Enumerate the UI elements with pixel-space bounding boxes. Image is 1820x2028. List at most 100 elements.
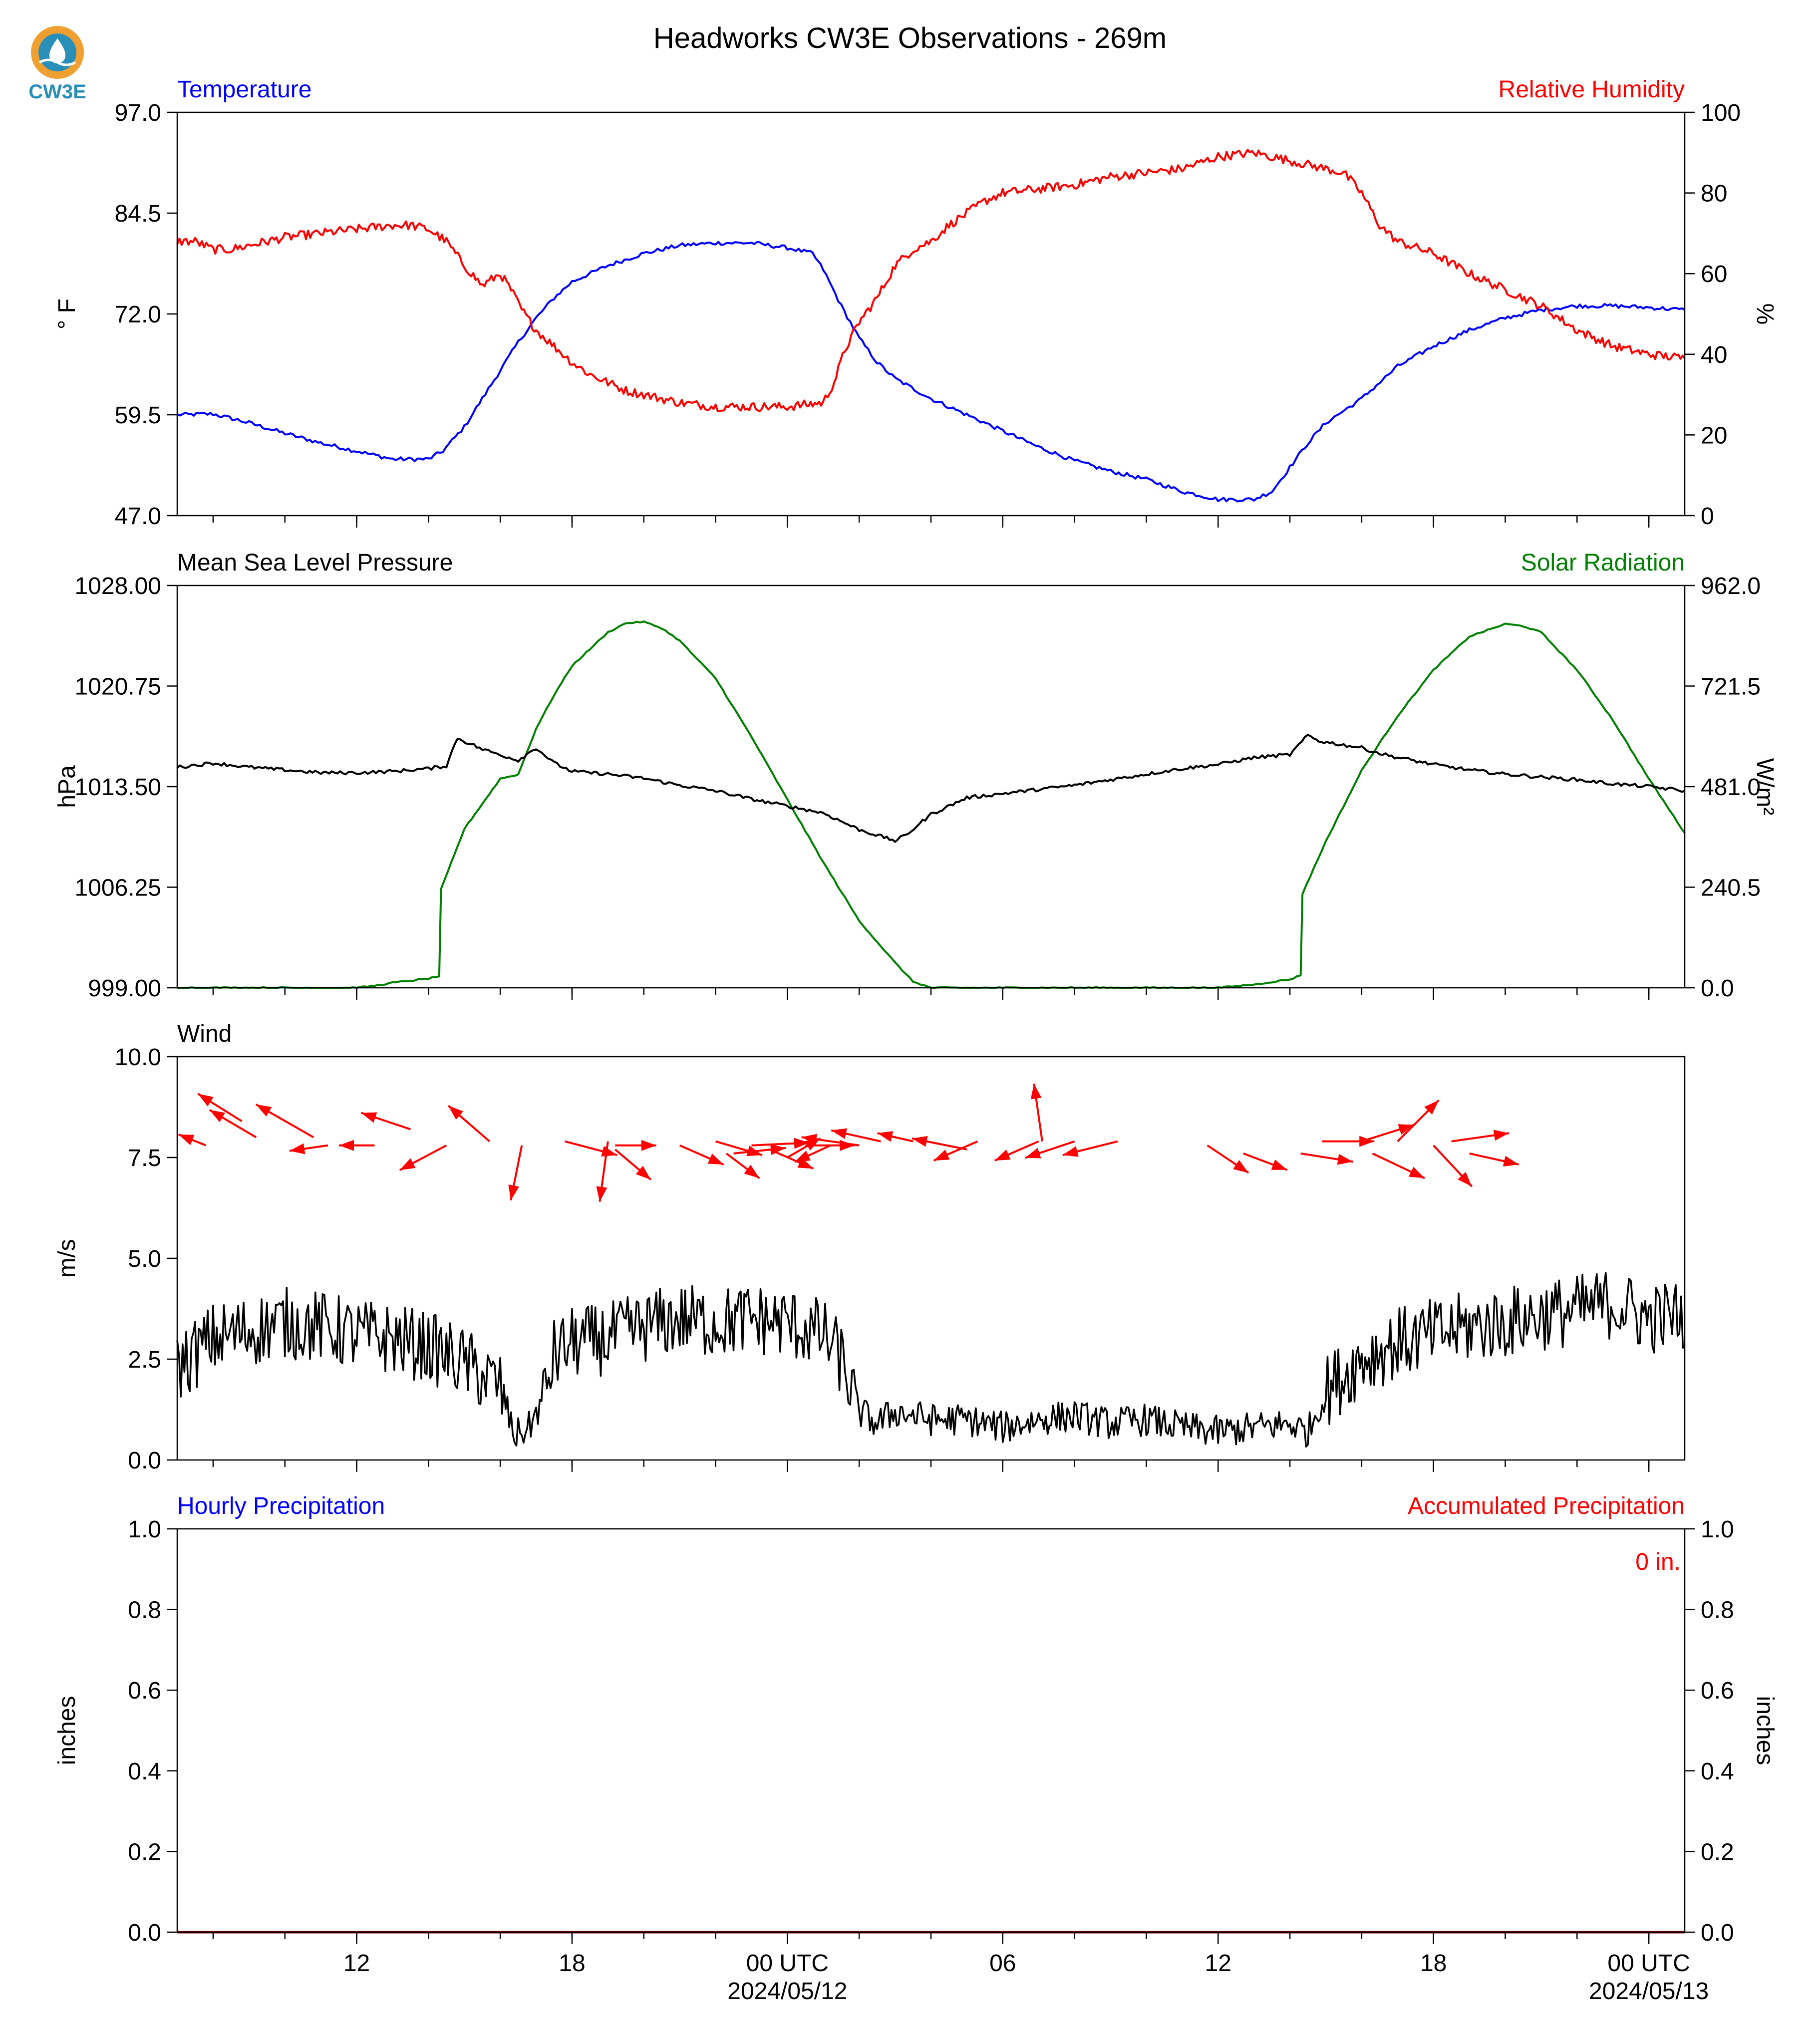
y-tick-label-right: 0 xyxy=(1701,503,1714,530)
y-axis-label-right: W/m² xyxy=(1752,758,1778,816)
y-axis-label-right: inches xyxy=(1752,1696,1778,1765)
panel-pressure-solar: Mean Sea Level Pressure Solar Radiation 99… xyxy=(54,550,1778,1002)
wind-vector-arrowhead xyxy=(290,1143,305,1155)
series-temperature xyxy=(177,241,1685,503)
wind-vector-arrowhead xyxy=(601,1146,617,1157)
wind-vector-arrowhead xyxy=(1458,1171,1472,1187)
y-tick-label-left: 47.0 xyxy=(115,503,161,530)
wind-vector-arrowhead xyxy=(1025,1148,1041,1159)
y-tick-label-right: 481.0 xyxy=(1701,774,1761,801)
panel-title-left: Hourly Precipitation xyxy=(177,1493,385,1519)
panel-title-right: Relative Humidity xyxy=(1499,76,1685,103)
x-tick-label: 00 UTC xyxy=(746,1950,829,1977)
x-tick-label: 00 UTC xyxy=(1607,1950,1690,1977)
wind-vector-arrowhead xyxy=(178,1134,195,1146)
y-tick-label-right: 0.0 xyxy=(1701,975,1734,1002)
panel-wind: Wind 0.0 2.5 5.0 7.5 10.0 m/s xyxy=(54,1021,1686,1474)
wind-vector-arrowhead xyxy=(1062,1146,1079,1157)
logo-wave-icon xyxy=(38,58,76,66)
x-tick-label: 12 xyxy=(1205,1950,1231,1977)
wind-vector-arrowhead xyxy=(831,1128,848,1139)
y-tick-label-left: 999.00 xyxy=(88,975,161,1002)
y-axis-label-left: inches xyxy=(54,1696,80,1765)
wind-vector-arrowhead xyxy=(1271,1159,1287,1170)
wind-vector-arrowhead xyxy=(795,1151,811,1162)
wind-vector-arrowhead xyxy=(596,1186,607,1202)
y-tick-label-left: 84.5 xyxy=(115,201,161,227)
wind-vector-arrowhead xyxy=(877,1131,894,1142)
series-wind-speed xyxy=(176,1272,1684,1448)
y-tick-label-left: 1020.75 xyxy=(74,674,161,700)
wind-vector-arrowhead xyxy=(1409,1166,1425,1178)
y-axis-label-right: % xyxy=(1752,303,1778,325)
x-tick-label: 12 xyxy=(343,1950,370,1977)
wind-vector-arrowhead xyxy=(635,1165,651,1180)
wind-vector-arrowhead xyxy=(994,1150,1011,1161)
accumulated-precip-annotation: 0 in. xyxy=(1635,1549,1681,1575)
series-relative-humidity xyxy=(176,149,1686,412)
y-tick-label-right: 100 xyxy=(1701,100,1741,126)
y-tick-label-right: 721.5 xyxy=(1701,674,1761,700)
y-tick-label-right: 962.0 xyxy=(1701,573,1761,599)
wind-vector-arrowhead xyxy=(399,1158,416,1170)
y-tick-label-right: 0.8 xyxy=(1701,1597,1734,1624)
panel-title-right: Solar Radiation xyxy=(1521,550,1685,576)
wind-vector-arrowhead xyxy=(508,1184,519,1200)
wind-vector-arrowhead xyxy=(448,1106,463,1120)
y-tick-label-left: 10.0 xyxy=(115,1044,161,1071)
y-tick-label-left: 1.0 xyxy=(128,1516,161,1543)
y-tick-label-left: 1028.00 xyxy=(74,573,161,599)
wind-vector-arrowhead xyxy=(911,1136,928,1147)
wind-vector-arrowhead xyxy=(1030,1084,1042,1100)
panel-title-left: Temperature xyxy=(177,76,311,103)
y-tick-label-left: 59.5 xyxy=(115,402,161,429)
x-tick-date-label: 2024/05/12 xyxy=(727,1978,847,2005)
panel-temperature-humidity: Temperature Relative Humidity 47.0 59.5 72.0… xyxy=(54,76,1778,530)
figure-title: Headworks CW3E Observations - 269m xyxy=(653,22,1167,54)
series-pressure xyxy=(176,734,1685,843)
wind-vector-arrowhead xyxy=(933,1150,950,1161)
wind-vector-arrowhead xyxy=(209,1110,226,1123)
y-tick-label-left: 1006.25 xyxy=(74,875,161,901)
y-tick-label-left: 5.0 xyxy=(128,1246,161,1272)
panel-title-left: Wind xyxy=(177,1021,232,1047)
y-tick-label-right: 240.5 xyxy=(1701,875,1761,901)
y-tick-label-left: 0.0 xyxy=(128,1920,161,1946)
wind-vector-arrowhead xyxy=(707,1154,724,1165)
y-tick-label-left: 72.0 xyxy=(115,301,161,328)
x-tick-label: 18 xyxy=(559,1950,585,1977)
x-tick-label: 18 xyxy=(1420,1950,1447,1977)
y-tick-label-right: 40 xyxy=(1701,342,1727,368)
y-tick-label-left: 0.6 xyxy=(128,1678,161,1704)
wind-vector-arrowhead xyxy=(1424,1100,1439,1115)
y-tick-label-left: 1013.50 xyxy=(74,774,161,801)
y-tick-label-right: 80 xyxy=(1701,181,1727,207)
y-tick-label-left: 0.0 xyxy=(128,1448,161,1474)
panel-precipitation: Hourly Precipitation Accumulated Precipit… xyxy=(54,1493,1778,2005)
wind-vector-arrowhead xyxy=(794,1138,809,1149)
wind-vector-arrowhead xyxy=(256,1104,272,1117)
y-tick-label-right: 0.6 xyxy=(1701,1678,1734,1704)
wind-vector-arrowhead xyxy=(198,1094,214,1107)
wind-vector-arrowhead xyxy=(744,1164,760,1178)
y-axis-label-left: m/s xyxy=(54,1239,80,1277)
wind-vector-arrowhead xyxy=(1337,1154,1353,1165)
wind-vector-arrowhead xyxy=(1233,1159,1249,1173)
y-tick-label-left: 2.5 xyxy=(128,1347,161,1373)
y-tick-label-right: 0.2 xyxy=(1701,1839,1734,1865)
y-tick-label-left: 97.0 xyxy=(115,100,161,126)
y-tick-label-right: 0.0 xyxy=(1701,1920,1734,1946)
wind-vector-arrowhead xyxy=(801,1134,817,1145)
y-axis-label-left: ° F xyxy=(54,298,80,329)
y-tick-label-right: 60 xyxy=(1701,261,1727,288)
y-tick-label-left: 0.2 xyxy=(128,1839,161,1865)
y-tick-label-right: 1.0 xyxy=(1701,1516,1734,1543)
cw3e-logo: CW3E xyxy=(28,26,86,103)
wind-vector-arrowhead xyxy=(641,1140,656,1151)
wind-vector-arrowhead xyxy=(1359,1136,1375,1147)
y-tick-label-left: 0.8 xyxy=(128,1597,161,1624)
wind-vector-arrowhead xyxy=(338,1140,354,1151)
wind-vector-arrowhead xyxy=(1503,1156,1519,1167)
x-tick-date-label: 2024/05/13 xyxy=(1589,1978,1709,2005)
